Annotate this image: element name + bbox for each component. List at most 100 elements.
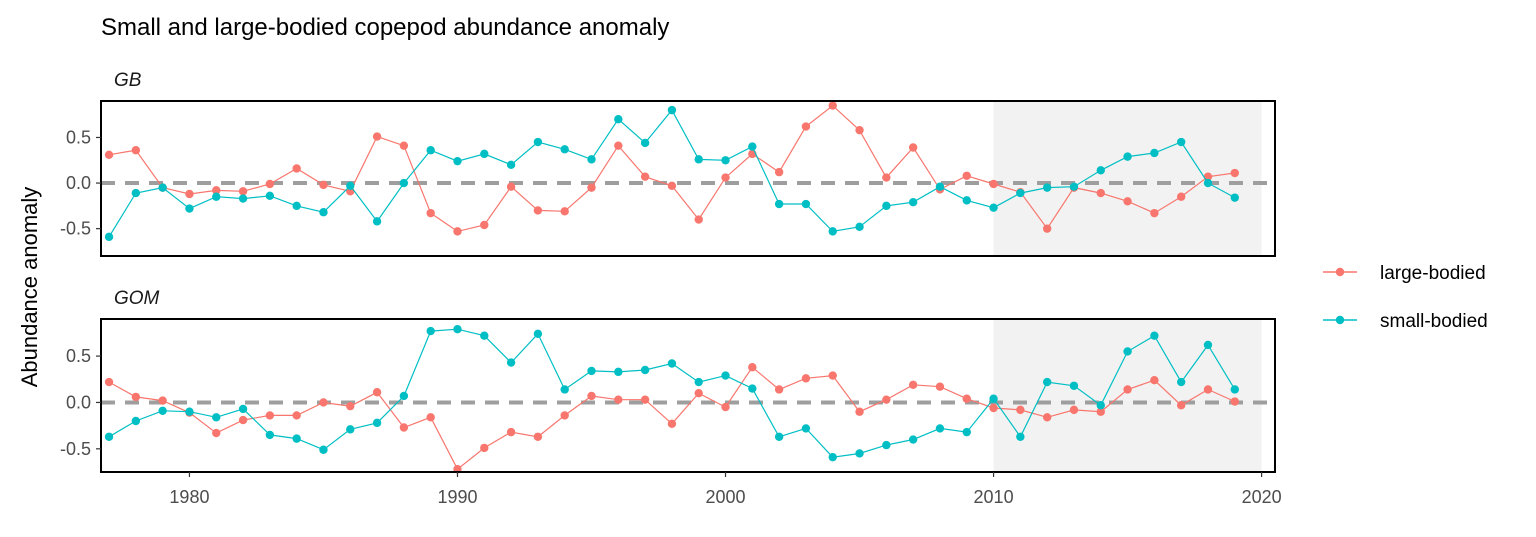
data-point-small-bodied [1069,182,1079,191]
y-tick-label: 0.0 [66,173,91,193]
data-point-small-bodied [212,413,221,422]
data-point-small-bodied [935,424,945,433]
data-point-large-bodied [131,392,141,402]
data-point-small-bodied [1069,381,1079,390]
data-point-large-bodied [292,164,301,173]
data-point-large-bodied [1230,168,1239,178]
data-point-small-bodied [1203,340,1213,350]
data-point-large-bodied [399,423,409,432]
data-point-small-bodied [399,178,409,188]
data-point-large-bodied [694,215,703,224]
data-point-large-bodied [426,413,435,422]
data-point-small-bodied [828,227,837,236]
data-point-small-bodied [855,449,864,458]
panel-label-gom: GOM [114,288,160,309]
data-point-large-bodied [908,380,918,390]
data-point-small-bodied [131,188,141,198]
data-point-small-bodied [748,142,757,151]
chart-title: Small and large-bodied copepod abundance… [101,14,669,41]
data-point-large-bodied [1150,208,1159,218]
y-axis-label: Abundance anomaly [17,187,42,388]
x-tick-label: 1980 [169,487,209,507]
data-point-small-bodied [265,430,275,440]
data-point-small-bodied [667,105,677,115]
data-point-large-bodied [828,371,837,380]
data-point-small-bodied [426,326,435,336]
recent-period-shading [993,101,1262,256]
data-point-large-bodied [614,395,623,404]
data-point-large-bodied [587,183,596,192]
data-point-large-bodied [480,443,489,453]
data-point-large-bodied [1042,413,1052,422]
data-point-large-bodied [908,143,918,152]
data-point-large-bodied [1042,224,1052,233]
data-point-large-bodied [453,227,462,236]
data-point-small-bodied [319,208,328,217]
data-point-small-bodied [587,155,596,164]
data-point-small-bodied [346,181,355,190]
data-point-small-bodied [908,198,918,207]
data-point-large-bodied [212,186,221,195]
data-point-small-bodied [292,434,301,443]
data-point-small-bodied [1150,148,1159,158]
data-point-large-bodied [721,173,730,182]
data-point-large-bodied [935,382,945,391]
data-point-small-bodied [480,331,489,340]
data-point-large-bodied [855,125,864,135]
data-point-large-bodied [1230,397,1239,406]
data-point-small-bodied [694,377,703,387]
data-point-large-bodied [319,180,328,190]
data-point-small-bodied [694,155,703,164]
data-point-small-bodied [721,371,730,380]
data-point-small-bodied [962,196,971,205]
data-point-small-bodied [1150,331,1159,340]
data-point-small-bodied [185,407,194,416]
panel-border [100,100,1276,257]
data-point-large-bodied [506,427,516,437]
data-point-large-bodied [989,403,998,413]
data-point-large-bodied [1203,385,1213,394]
data-point-large-bodied [1123,385,1132,394]
data-point-large-bodied [694,388,703,398]
data-point-small-bodied [1096,401,1105,410]
data-point-large-bodied [667,181,677,190]
data-point-large-bodied [1069,405,1079,415]
data-point-large-bodied [774,167,784,177]
data-point-small-bodied [1230,385,1239,394]
data-point-large-bodied [212,428,221,438]
data-point-large-bodied [319,398,328,407]
y-tick-label: -0.5 [60,219,91,239]
data-point-small-bodied [587,366,596,376]
data-point-small-bodied [292,201,301,211]
y-tick-label: 0.5 [66,127,91,147]
data-point-small-bodied [828,452,837,462]
data-point-small-bodied [614,115,623,124]
legend-label: small-bodied [1380,311,1488,332]
data-point-small-bodied [935,182,945,191]
data-point-large-bodied [962,171,971,180]
data-point-large-bodied [855,407,864,416]
data-point-large-bodied [587,391,596,401]
data-point-large-bodied [801,374,811,383]
data-point-large-bodied [721,402,730,412]
data-point-small-bodied [533,329,543,339]
data-point-large-bodied [480,220,489,230]
data-point-small-bodied [640,365,650,375]
data-point-small-bodied [855,222,864,232]
data-point-large-bodied [292,411,301,420]
data-point-large-bodied [265,411,275,420]
data-point-large-bodied [533,432,543,441]
data-point-small-bodied [801,424,811,433]
data-point-large-bodied [828,101,837,110]
data-point-small-bodied [1230,193,1239,202]
legend-key-point [1335,315,1345,325]
recent-period-shading [993,319,1262,472]
data-point-small-bodied [1176,377,1186,387]
data-point-large-bodied [1096,407,1105,416]
data-point-small-bodied [426,146,435,155]
y-tick-label: 0.0 [66,392,91,412]
data-point-small-bodied [774,199,784,209]
data-point-large-bodied [533,206,543,215]
data-point-large-bodied [882,173,891,182]
data-point-small-bodied [748,384,757,393]
